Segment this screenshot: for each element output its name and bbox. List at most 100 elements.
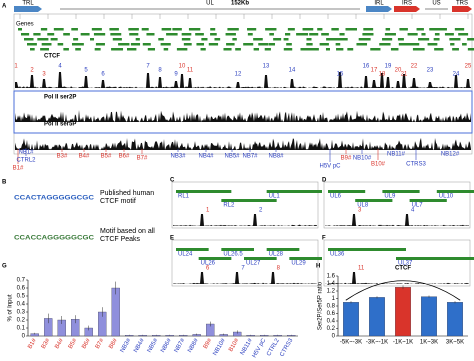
gene-block: [253, 48, 260, 51]
site-label: B3#: [57, 154, 68, 160]
gene-block: [129, 33, 139, 36]
gene-block: [409, 43, 420, 46]
gene-block: [181, 38, 191, 41]
gene-block: [321, 33, 329, 36]
zoom-gene: [221, 248, 254, 251]
peak-number: 12: [235, 72, 242, 78]
gene-block: [141, 28, 149, 31]
peak-number: 15: [337, 72, 344, 78]
gene-block: [302, 28, 314, 31]
peak-number: 17: [371, 68, 378, 74]
gene-block: [210, 33, 217, 36]
gene-block: [444, 33, 454, 36]
zoom-gene: [328, 248, 406, 251]
gene-block: [336, 38, 348, 41]
zoom-gene: [436, 190, 474, 193]
zoom-gene: [382, 190, 420, 193]
gene-block: [71, 28, 78, 31]
gene-block: [89, 38, 95, 41]
gene-block: [454, 28, 465, 31]
x-tick-label: B7#: [95, 337, 106, 350]
gene-block: [75, 48, 81, 51]
gene-block: [398, 43, 411, 46]
motif-caption: Published human CTCF motif: [100, 190, 155, 205]
y-tick-label: 0.6: [17, 286, 26, 292]
gene-block: [335, 43, 341, 46]
zoom-gene-label: RL2: [223, 203, 235, 209]
bar: [111, 287, 120, 337]
peak-number: 5: [84, 68, 88, 74]
zoom-peak: 1: [206, 208, 210, 214]
gene-block: [57, 43, 64, 46]
gene-block: [452, 48, 459, 51]
gene-block: [71, 43, 84, 46]
gene-block: [163, 48, 169, 51]
zoom-gene-label: UL27: [246, 261, 261, 267]
gene-block: [24, 38, 34, 41]
peak-number: 14: [289, 68, 296, 74]
peak-number: 25: [465, 64, 472, 70]
gene-block: [18, 28, 23, 31]
gene-block: [109, 28, 119, 31]
x-tick-label: NB6#: [160, 337, 173, 354]
gene-block: [450, 43, 455, 46]
gene-block: [296, 33, 309, 36]
zoom-gene: [266, 190, 322, 193]
gene-block: [30, 48, 35, 51]
gene-block: [235, 48, 241, 51]
site-label: B1#: [13, 166, 24, 172]
site-label: B6#: [119, 154, 130, 160]
gene-block: [183, 43, 192, 46]
x-tick-label: H5V pC: [252, 337, 268, 359]
zoom-gene: [176, 248, 209, 251]
zoom-gene: [176, 190, 232, 193]
zoom-peak: 6: [206, 266, 210, 272]
gene-block: [176, 48, 188, 51]
site-label: B7#: [137, 156, 148, 162]
gene-block: [269, 33, 274, 36]
peak-number: 3: [42, 72, 46, 78]
gene-block: [265, 28, 277, 31]
y-tick-label: 1: [332, 296, 336, 302]
gene-block: [311, 48, 319, 51]
gene-block: [467, 38, 474, 41]
site-label: H5V pC: [319, 164, 341, 170]
peak-number: 20: [395, 68, 402, 74]
ser2p-trace: [15, 110, 471, 122]
zoom-gene-label: UL8: [357, 203, 369, 209]
gene-block: [126, 48, 137, 51]
y-tick-label: 0: [22, 334, 26, 340]
gene-block: [225, 33, 236, 36]
zoom-gene: [244, 257, 277, 260]
site-label: NB3#: [170, 154, 186, 160]
y-tick-label: 0.5: [17, 294, 26, 300]
zoom-gene-label: UL26.5: [223, 252, 243, 258]
panel-label: A: [2, 4, 7, 10]
gene-block: [73, 38, 79, 41]
site-label: NB10#: [353, 156, 372, 162]
y-axis-label: Ser2P/Ser5P ratio: [318, 281, 324, 330]
genome-size: 152Kb: [231, 1, 249, 7]
zoom-peak: 4: [411, 208, 415, 214]
gene-block: [210, 28, 216, 31]
x-tick-label: B10#: [228, 337, 241, 353]
bar: [369, 297, 385, 337]
gene-block: [462, 43, 467, 46]
track-label: CTCF: [44, 54, 60, 60]
zoom-peak: 7: [241, 266, 245, 272]
gene-block: [285, 33, 291, 36]
gene-block: [247, 28, 257, 31]
gene-block: [319, 43, 329, 46]
gene-block: [358, 38, 371, 41]
y-tick-label: 0.4: [17, 302, 26, 308]
zoom-gene-label: UL29: [291, 261, 306, 267]
gene-block: [300, 48, 313, 51]
gene-block: [306, 38, 312, 41]
site-label: NB5#: [224, 154, 240, 160]
gene-block: [458, 33, 469, 36]
gene-block: [232, 38, 237, 41]
x-tick-label: -1K~1K: [393, 340, 413, 346]
gene-block: [433, 38, 440, 41]
gene-block: [63, 33, 70, 36]
